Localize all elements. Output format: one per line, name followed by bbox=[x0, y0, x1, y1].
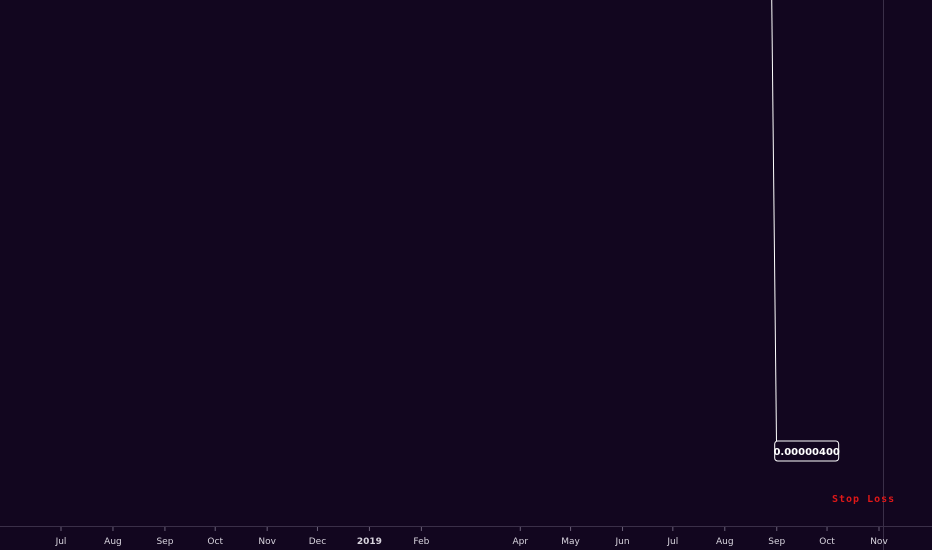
x-tick-label: Jul bbox=[55, 537, 67, 547]
callout-box[interactable] bbox=[774, 440, 840, 462]
x-tick-label: Nov bbox=[258, 537, 276, 547]
x-tick-label: Aug bbox=[104, 537, 122, 547]
stop-loss-annotation: Stop Loss bbox=[832, 494, 895, 505]
callout-text: 0.00000400 bbox=[773, 447, 839, 458]
x-tick-label: May bbox=[561, 537, 580, 547]
callout-pointer bbox=[771, 0, 778, 462]
x-tick-label: Aug bbox=[716, 537, 734, 547]
x-tick-label: Sep bbox=[156, 537, 173, 547]
x-tick-label: 2019 bbox=[357, 537, 382, 547]
price-callout-layer: 0.00000400 bbox=[771, 0, 840, 462]
x-tick-label: Feb bbox=[413, 537, 429, 547]
x-tick-label: Oct bbox=[819, 537, 835, 547]
x-tick-label: Apr bbox=[512, 537, 528, 547]
x-tick-label: Jul bbox=[666, 537, 678, 547]
x-tick-label: Oct bbox=[207, 537, 223, 547]
x-tick-label: Sep bbox=[768, 537, 785, 547]
x-tick-label: Nov bbox=[870, 537, 888, 547]
time-axis[interactable]: Jul Aug Sep Oct Nov Dec 2019 Feb Apr May Jun Jul Aug… bbox=[55, 527, 889, 547]
x-tick-label: Dec bbox=[309, 537, 326, 547]
x-tick-label: Jun bbox=[615, 537, 630, 547]
